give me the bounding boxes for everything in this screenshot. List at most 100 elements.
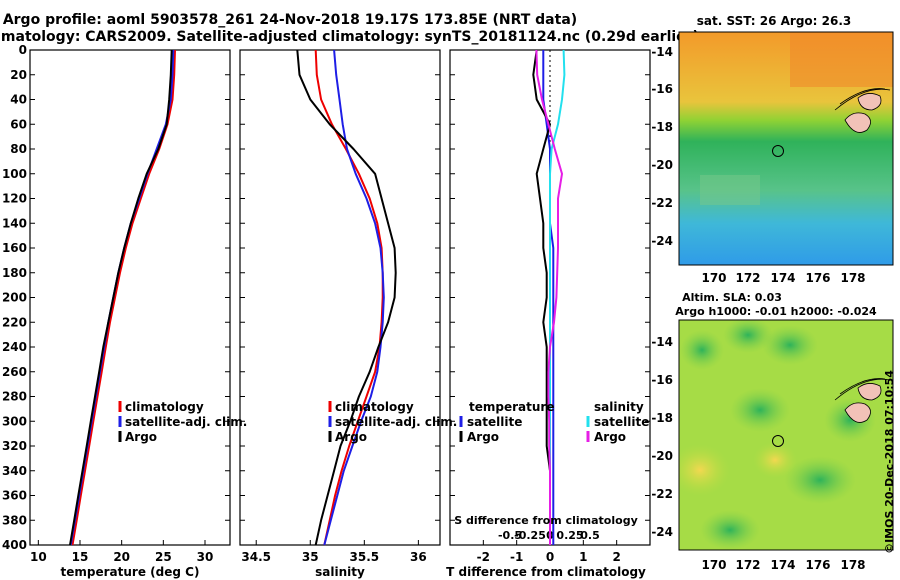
sla-xtick: 178 bbox=[840, 558, 865, 572]
sla-map-yticks: -14 -16 -18 -20 -22 -24 bbox=[651, 335, 673, 539]
y-tick-label: 280 bbox=[2, 390, 27, 404]
y-tick-label: 160 bbox=[2, 241, 27, 255]
x-tick-label: 1 bbox=[579, 550, 587, 564]
legend-label-t-satellite: satellite bbox=[467, 415, 522, 429]
y-tick-label: 380 bbox=[2, 513, 27, 527]
legend-label-argo: Argo bbox=[125, 430, 157, 444]
series-line-argo bbox=[69, 49, 173, 546]
series-line-argo bbox=[296, 49, 397, 546]
sst-map-title: sat. SST: 26 Argo: 26.3 bbox=[697, 14, 851, 28]
x-tick-label: 20 bbox=[113, 550, 130, 564]
salinity-plot: 34.5 35 35.5 36 bbox=[240, 49, 440, 564]
salinity-legend: climatology satellite-adj. clim. Argo bbox=[328, 400, 457, 444]
sst-xtick: 178 bbox=[840, 271, 865, 285]
y-tick-label: 140 bbox=[2, 216, 27, 230]
y-tick-label: 40 bbox=[10, 93, 27, 107]
low-anomaly bbox=[730, 388, 790, 432]
series-line-s-argo bbox=[535, 49, 563, 545]
temperature-plot-frame bbox=[29, 49, 231, 546]
low-anomaly bbox=[700, 510, 760, 550]
sst-ytick: -16 bbox=[651, 82, 673, 96]
sst-xtick: 170 bbox=[701, 271, 726, 285]
sla-map-subtitle: Argo h1000: -0.01 h2000: -0.024 bbox=[675, 305, 877, 318]
y-tick-label: 240 bbox=[2, 340, 27, 354]
island-shape bbox=[857, 93, 882, 111]
low-anomaly bbox=[723, 320, 773, 353]
legend-label-t-argo: Argo bbox=[467, 430, 499, 444]
legend-title-temperature: temperature bbox=[469, 400, 554, 414]
difference-plot: -2 -1 0 1 2-0.5-0.25 0 0.250.5 bbox=[450, 49, 650, 564]
legend-title-salinity: salinity bbox=[594, 400, 644, 414]
sla-ytick: -24 bbox=[651, 525, 673, 539]
x2-tick-label: -0.5 bbox=[498, 529, 522, 542]
difference-legend: temperature satellite Argo salinity sate… bbox=[459, 400, 649, 444]
legend-label-climatology: climatology bbox=[335, 400, 414, 414]
y-tick-label: 100 bbox=[2, 167, 27, 181]
argo-float-marker bbox=[772, 435, 784, 447]
y-tick-label: 340 bbox=[2, 464, 27, 478]
difference-x-label: T difference from climatology bbox=[446, 565, 646, 579]
sla-ytick: -16 bbox=[651, 373, 673, 387]
mid-patch bbox=[700, 175, 760, 205]
x-tick-label: 0 bbox=[546, 550, 554, 564]
y-tick-label: 180 bbox=[2, 266, 27, 280]
x-tick-label: 2 bbox=[612, 550, 620, 564]
sla-xtick: 174 bbox=[770, 558, 795, 572]
y-tick-label: 20 bbox=[10, 68, 27, 82]
low-anomaly bbox=[824, 398, 876, 442]
island-shape bbox=[857, 383, 882, 401]
sla-xtick: 176 bbox=[805, 558, 830, 572]
low-anomaly bbox=[762, 325, 818, 365]
sst-xtick: 174 bbox=[770, 271, 795, 285]
temperature-x-label: temperature (deg C) bbox=[61, 565, 200, 579]
high-anomaly bbox=[753, 442, 797, 478]
series-line-satellite-adj-clim- bbox=[323, 49, 385, 546]
legend-label-s-argo: Argo bbox=[594, 430, 626, 444]
sst-map-xticks: 170 172 174 176 178 bbox=[701, 271, 865, 285]
y-tick-label: 400 bbox=[2, 538, 27, 552]
sst-ytick: -14 bbox=[651, 45, 673, 59]
sst-xtick: 172 bbox=[735, 271, 760, 285]
legend-label-climatology: climatology bbox=[125, 400, 204, 414]
sla-map-title: Altim. SLA: 0.03 bbox=[682, 291, 782, 304]
sst-map bbox=[679, 32, 893, 265]
x2-tick-label: 0.25 bbox=[556, 529, 583, 542]
argo-float-marker bbox=[772, 145, 784, 157]
y-tick-label: 260 bbox=[2, 365, 27, 379]
salinity-plot-frame bbox=[239, 49, 441, 546]
series-line-climatology bbox=[71, 49, 176, 546]
x2-tick-label: -0.25 bbox=[514, 529, 546, 542]
legend-label-argo: Argo bbox=[335, 430, 367, 444]
y-tick-label: 300 bbox=[2, 414, 27, 428]
temperature-plot: 10 15 20 25 30020406080100120140160180200220… bbox=[2, 43, 230, 564]
y-tick-label: 120 bbox=[2, 192, 27, 206]
y-tick-label: 80 bbox=[10, 142, 27, 156]
x-tick-label: -2 bbox=[477, 550, 490, 564]
x-tick-label: 15 bbox=[72, 550, 89, 564]
sst-ytick: -20 bbox=[651, 158, 673, 172]
sla-ytick: -20 bbox=[651, 449, 673, 463]
x-tick-label: 10 bbox=[30, 550, 47, 564]
island-shape bbox=[844, 112, 871, 133]
sla-xtick: 172 bbox=[735, 558, 760, 572]
credit-text: ©IMOS 20-Dec-2018 07:10:54 bbox=[883, 370, 896, 554]
warm-patch bbox=[790, 32, 893, 87]
sst-ytick: -18 bbox=[651, 120, 673, 134]
sst-xtick: 176 bbox=[805, 271, 830, 285]
temperature-legend: climatology satellite-adj. clim. Argo bbox=[118, 400, 247, 444]
x-tick-label: 34.5 bbox=[241, 550, 271, 564]
series-line-satellite-adj-clim- bbox=[69, 49, 175, 546]
sla-map bbox=[679, 320, 893, 550]
y-tick-label: 0 bbox=[19, 43, 27, 57]
sla-xtick: 170 bbox=[701, 558, 726, 572]
y-tick-label: 60 bbox=[10, 117, 27, 131]
y-tick-label: 200 bbox=[2, 291, 27, 305]
sla-ytick: -22 bbox=[651, 487, 673, 501]
x2-tick-label: 0.5 bbox=[580, 529, 600, 542]
low-anomaly bbox=[680, 330, 724, 370]
salinity-difference-axis-label: S difference from climatology bbox=[454, 514, 638, 527]
reef-outline bbox=[834, 88, 891, 111]
legend-label-satellite: satellite-adj. clim. bbox=[125, 415, 247, 429]
sla-map-xticks: 170 172 174 176 178 bbox=[701, 558, 865, 572]
